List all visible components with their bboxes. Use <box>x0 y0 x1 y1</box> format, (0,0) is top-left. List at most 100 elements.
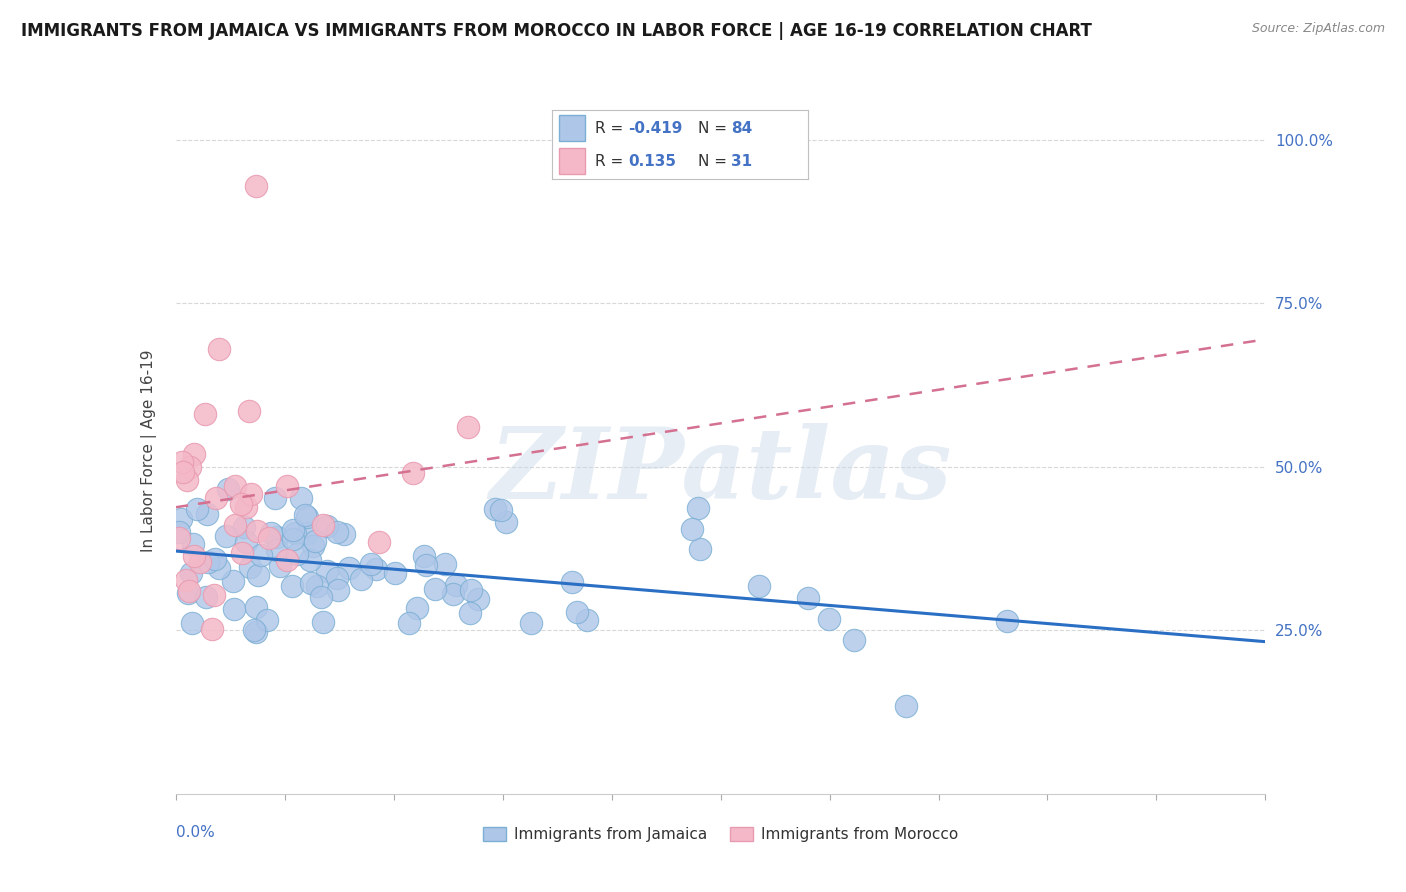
Text: Source: ZipAtlas.com: Source: ZipAtlas.com <box>1251 22 1385 36</box>
Point <box>281 523 304 537</box>
Point <box>484 502 506 516</box>
Point <box>172 465 194 479</box>
Point <box>337 560 360 574</box>
Point <box>238 404 260 418</box>
Point <box>197 555 219 569</box>
Point <box>239 560 262 574</box>
Point <box>169 525 191 540</box>
Point <box>174 573 197 587</box>
Point <box>179 584 201 599</box>
Point <box>266 543 288 558</box>
Point <box>231 545 253 559</box>
Point <box>797 591 820 606</box>
Point <box>170 455 193 469</box>
Point <box>240 487 263 501</box>
Point <box>276 553 298 567</box>
Point <box>183 549 205 563</box>
Point <box>245 600 267 615</box>
Point <box>169 531 191 545</box>
Point <box>215 529 238 543</box>
Point <box>350 572 373 586</box>
Point <box>259 532 281 546</box>
Point <box>425 582 447 597</box>
Point <box>217 482 239 496</box>
Point <box>224 518 246 533</box>
Point <box>434 557 457 571</box>
Point <box>179 459 201 474</box>
Point <box>458 607 481 621</box>
Point <box>250 549 273 563</box>
Point <box>299 575 322 590</box>
Point <box>457 420 479 434</box>
Point <box>818 612 841 626</box>
Point <box>201 622 224 636</box>
Point <box>402 467 425 481</box>
Y-axis label: In Labor Force | Age 16-19: In Labor Force | Age 16-19 <box>141 349 157 552</box>
Point <box>368 535 391 549</box>
Point <box>245 178 267 193</box>
Point <box>681 522 703 536</box>
Point <box>222 574 245 588</box>
Point <box>195 590 218 604</box>
Point <box>360 557 382 571</box>
Point <box>194 408 217 422</box>
Point <box>298 553 321 567</box>
Point <box>326 524 349 539</box>
Point <box>748 579 770 593</box>
Point <box>444 578 467 592</box>
Point <box>312 615 335 630</box>
Point <box>276 479 298 493</box>
Point <box>315 518 337 533</box>
Point <box>246 567 269 582</box>
Point <box>316 564 339 578</box>
Point <box>235 500 257 514</box>
Point <box>181 537 204 551</box>
Point <box>229 497 252 511</box>
Point <box>415 558 437 572</box>
Point <box>495 515 517 529</box>
Point <box>307 578 329 592</box>
Point <box>384 566 406 581</box>
Point <box>224 601 246 615</box>
Point <box>186 502 208 516</box>
Point <box>285 547 308 561</box>
Point <box>489 503 512 517</box>
Point <box>894 698 917 713</box>
Point <box>842 633 865 648</box>
Point <box>405 601 427 615</box>
Point <box>183 447 205 461</box>
Legend: Immigrants from Jamaica, Immigrants from Morocco: Immigrants from Jamaica, Immigrants from… <box>477 821 965 848</box>
Point <box>264 491 287 505</box>
Point <box>294 508 316 523</box>
Point <box>176 586 198 600</box>
Point <box>281 579 304 593</box>
Point <box>467 591 489 606</box>
Point <box>519 615 541 630</box>
Point <box>235 535 257 549</box>
Point <box>180 566 202 580</box>
Point <box>266 531 288 545</box>
Point <box>195 507 218 521</box>
Point <box>304 534 326 549</box>
Point <box>333 527 356 541</box>
Point <box>208 560 231 574</box>
Point <box>245 624 267 639</box>
Text: ZIPatlas: ZIPatlas <box>489 423 952 519</box>
Point <box>232 520 254 534</box>
Point <box>246 524 269 538</box>
Text: IMMIGRANTS FROM JAMAICA VS IMMIGRANTS FROM MOROCCO IN LABOR FORCE | AGE 16-19 CO: IMMIGRANTS FROM JAMAICA VS IMMIGRANTS FR… <box>21 22 1092 40</box>
Point <box>441 587 464 601</box>
Text: 0.0%: 0.0% <box>176 825 215 839</box>
Point <box>326 571 349 585</box>
Point <box>202 588 225 602</box>
Point <box>302 539 325 553</box>
Point <box>281 532 304 546</box>
Point <box>188 555 211 569</box>
Point <box>460 582 482 597</box>
Point <box>208 342 231 356</box>
Point <box>689 541 711 556</box>
Point <box>224 479 246 493</box>
Point <box>170 512 193 526</box>
Point <box>565 605 588 619</box>
Point <box>295 510 318 524</box>
